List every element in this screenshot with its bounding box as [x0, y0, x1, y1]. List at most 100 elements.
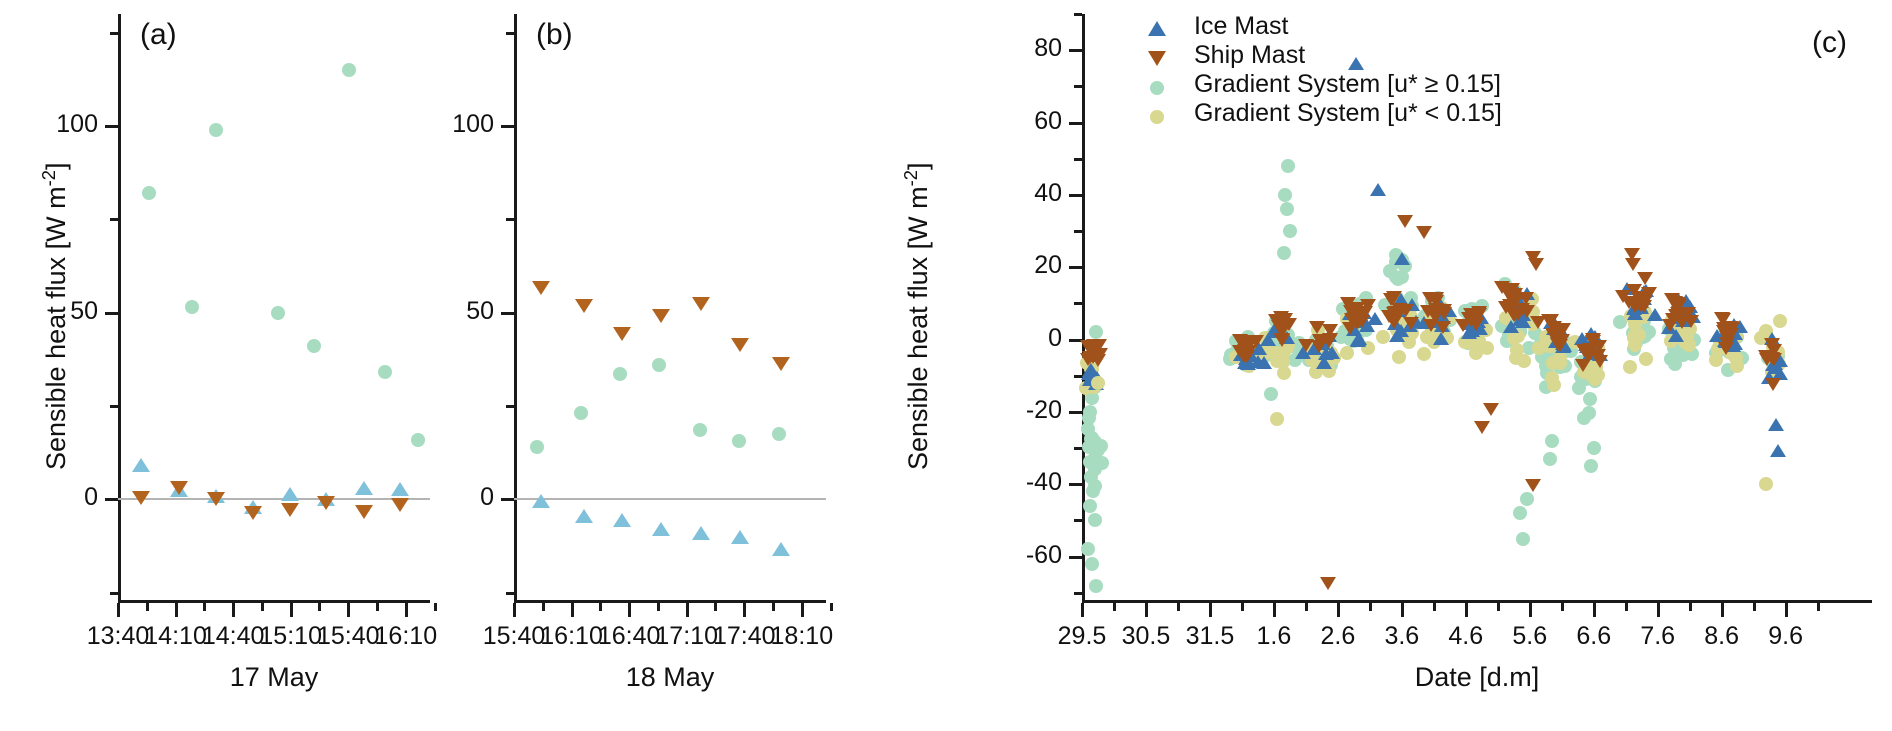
x-tick-minor: [1752, 603, 1756, 611]
data-point-ship-mast: [1765, 378, 1782, 392]
x-tick-major: [1400, 603, 1404, 617]
data-point-ship-mast: [612, 327, 631, 342]
x-tick-minor: [1432, 603, 1436, 611]
data-point-gradient-low: [1627, 331, 1642, 346]
data-point-ship-mast: [281, 503, 300, 518]
circle-icon: [1150, 110, 1164, 124]
data-point-ship-mast: [1553, 333, 1570, 347]
data-point-ship-mast: [1661, 318, 1678, 332]
y-tick-minor: [1074, 157, 1082, 161]
data-point-gradient-high: [1581, 406, 1596, 421]
data-point-gradient-high: [1080, 422, 1095, 437]
y-tick-label: -60: [1025, 540, 1062, 569]
data-point-ship-mast: [1402, 316, 1419, 330]
y-tick-major: [105, 311, 118, 315]
data-point-gradient-low: [1510, 342, 1525, 357]
x-tick-minor: [203, 603, 207, 611]
x-tick-minor: [1624, 603, 1628, 611]
data-point-ship-mast: [1518, 292, 1535, 306]
data-point-gradient-high: [1395, 270, 1410, 285]
data-point-gradient-low: [1623, 359, 1638, 374]
data-point-ship-mast: [1416, 225, 1433, 239]
data-point-ice-mast: [651, 522, 670, 537]
x-tick-major: [1592, 603, 1596, 617]
data-point-gradient-high: [1278, 187, 1293, 202]
x-tick-major: [1081, 603, 1084, 617]
data-point-ship-mast: [1320, 576, 1337, 590]
x-tick-major: [117, 603, 120, 617]
x-tick-major: [570, 603, 574, 617]
data-point-ship-mast: [1637, 272, 1654, 286]
triangle-up-icon: [1148, 21, 1166, 36]
data-point-ship-mast: [1267, 313, 1284, 327]
data-point-gradient-low: [1552, 356, 1567, 371]
data-point-gradient-low: [1506, 330, 1521, 345]
x-axis-title: Date [d.m]: [1414, 662, 1540, 692]
data-point-ice-mast: [1369, 183, 1386, 197]
x-tick-major: [1720, 603, 1724, 617]
data-point-ship-mast: [1635, 300, 1652, 314]
data-point-ship-mast: [169, 481, 188, 496]
data-point-ship-mast: [1423, 319, 1440, 333]
data-point-ship-mast: [1298, 338, 1315, 352]
data-point-ship-mast: [1473, 421, 1490, 435]
x-axis-line: [118, 600, 430, 603]
x-tick-minor: [1240, 603, 1244, 611]
x-tick-minor: [599, 603, 603, 611]
x-tick-label: 17:10: [655, 622, 718, 650]
data-point-ship-mast: [531, 280, 550, 295]
data-point-gradient-low: [1730, 358, 1745, 373]
x-tick-minor: [376, 603, 380, 611]
x-tick-major: [404, 603, 408, 617]
data-point-ice-mast: [731, 529, 750, 544]
data-point-ship-mast: [132, 491, 151, 506]
data-point-ship-mast: [1321, 323, 1338, 337]
x-tick-label: 5.6: [1512, 622, 1548, 650]
data-point-gradient-high: [341, 62, 356, 77]
data-point-ice-mast: [1347, 56, 1364, 70]
y-tick-label: -40: [1025, 468, 1062, 497]
data-point-gradient-high: [1280, 158, 1295, 173]
data-point-gradient-high: [1083, 404, 1098, 419]
x-tick-label: 4.6: [1448, 622, 1484, 650]
data-point-gradient-high: [1543, 451, 1558, 466]
data-point-ship-mast: [1575, 343, 1592, 357]
data-point-gradient-low: [1469, 345, 1484, 360]
y-tick-minor: [1074, 302, 1082, 306]
data-point-ship-mast: [1313, 334, 1330, 348]
data-point-gradient-high: [377, 365, 392, 380]
panel-label: (b): [536, 18, 573, 51]
y-tick-minor: [1074, 13, 1082, 16]
data-point-gradient-high: [1085, 556, 1100, 571]
y-tick-major: [501, 124, 514, 128]
y-tick-major: [105, 124, 118, 128]
x-tick-label: 16:40: [597, 622, 661, 650]
data-point-ice-mast: [692, 526, 711, 541]
data-point-ship-mast: [1385, 291, 1402, 305]
x-tick-minor: [829, 603, 833, 611]
data-point-ship-mast: [1273, 332, 1290, 346]
x-tick-minor: [1112, 603, 1116, 611]
data-point-ship-mast: [1528, 258, 1545, 272]
data-point-gradient-low: [1458, 335, 1472, 350]
x-tick-minor: [145, 603, 149, 611]
data-point-gradient-low: [1588, 372, 1603, 387]
data-point-gradient-high: [1085, 484, 1100, 499]
y-axis-title: Sensible heat flux [W m-2]: [38, 162, 71, 470]
data-point-ice-mast: [354, 480, 373, 495]
y-tick-major: [1069, 555, 1082, 559]
y-tick-label: 80: [1034, 34, 1062, 63]
data-point-ship-mast: [1386, 307, 1403, 321]
x-tick-major: [1528, 603, 1532, 617]
data-point-ship-mast: [1718, 323, 1735, 337]
x-tick-minor: [1816, 603, 1820, 611]
data-point-ship-mast: [731, 338, 750, 353]
data-point-gradient-low: [1759, 477, 1774, 492]
x-tick-major: [1272, 603, 1276, 617]
data-point-ship-mast: [1624, 247, 1641, 261]
y-axis-line: [1082, 14, 1085, 600]
y-tick-minor: [1074, 447, 1082, 451]
data-point-ice-mast: [1349, 333, 1366, 347]
data-point-gradient-low: [1709, 352, 1724, 367]
y-tick-minor: [110, 218, 118, 222]
